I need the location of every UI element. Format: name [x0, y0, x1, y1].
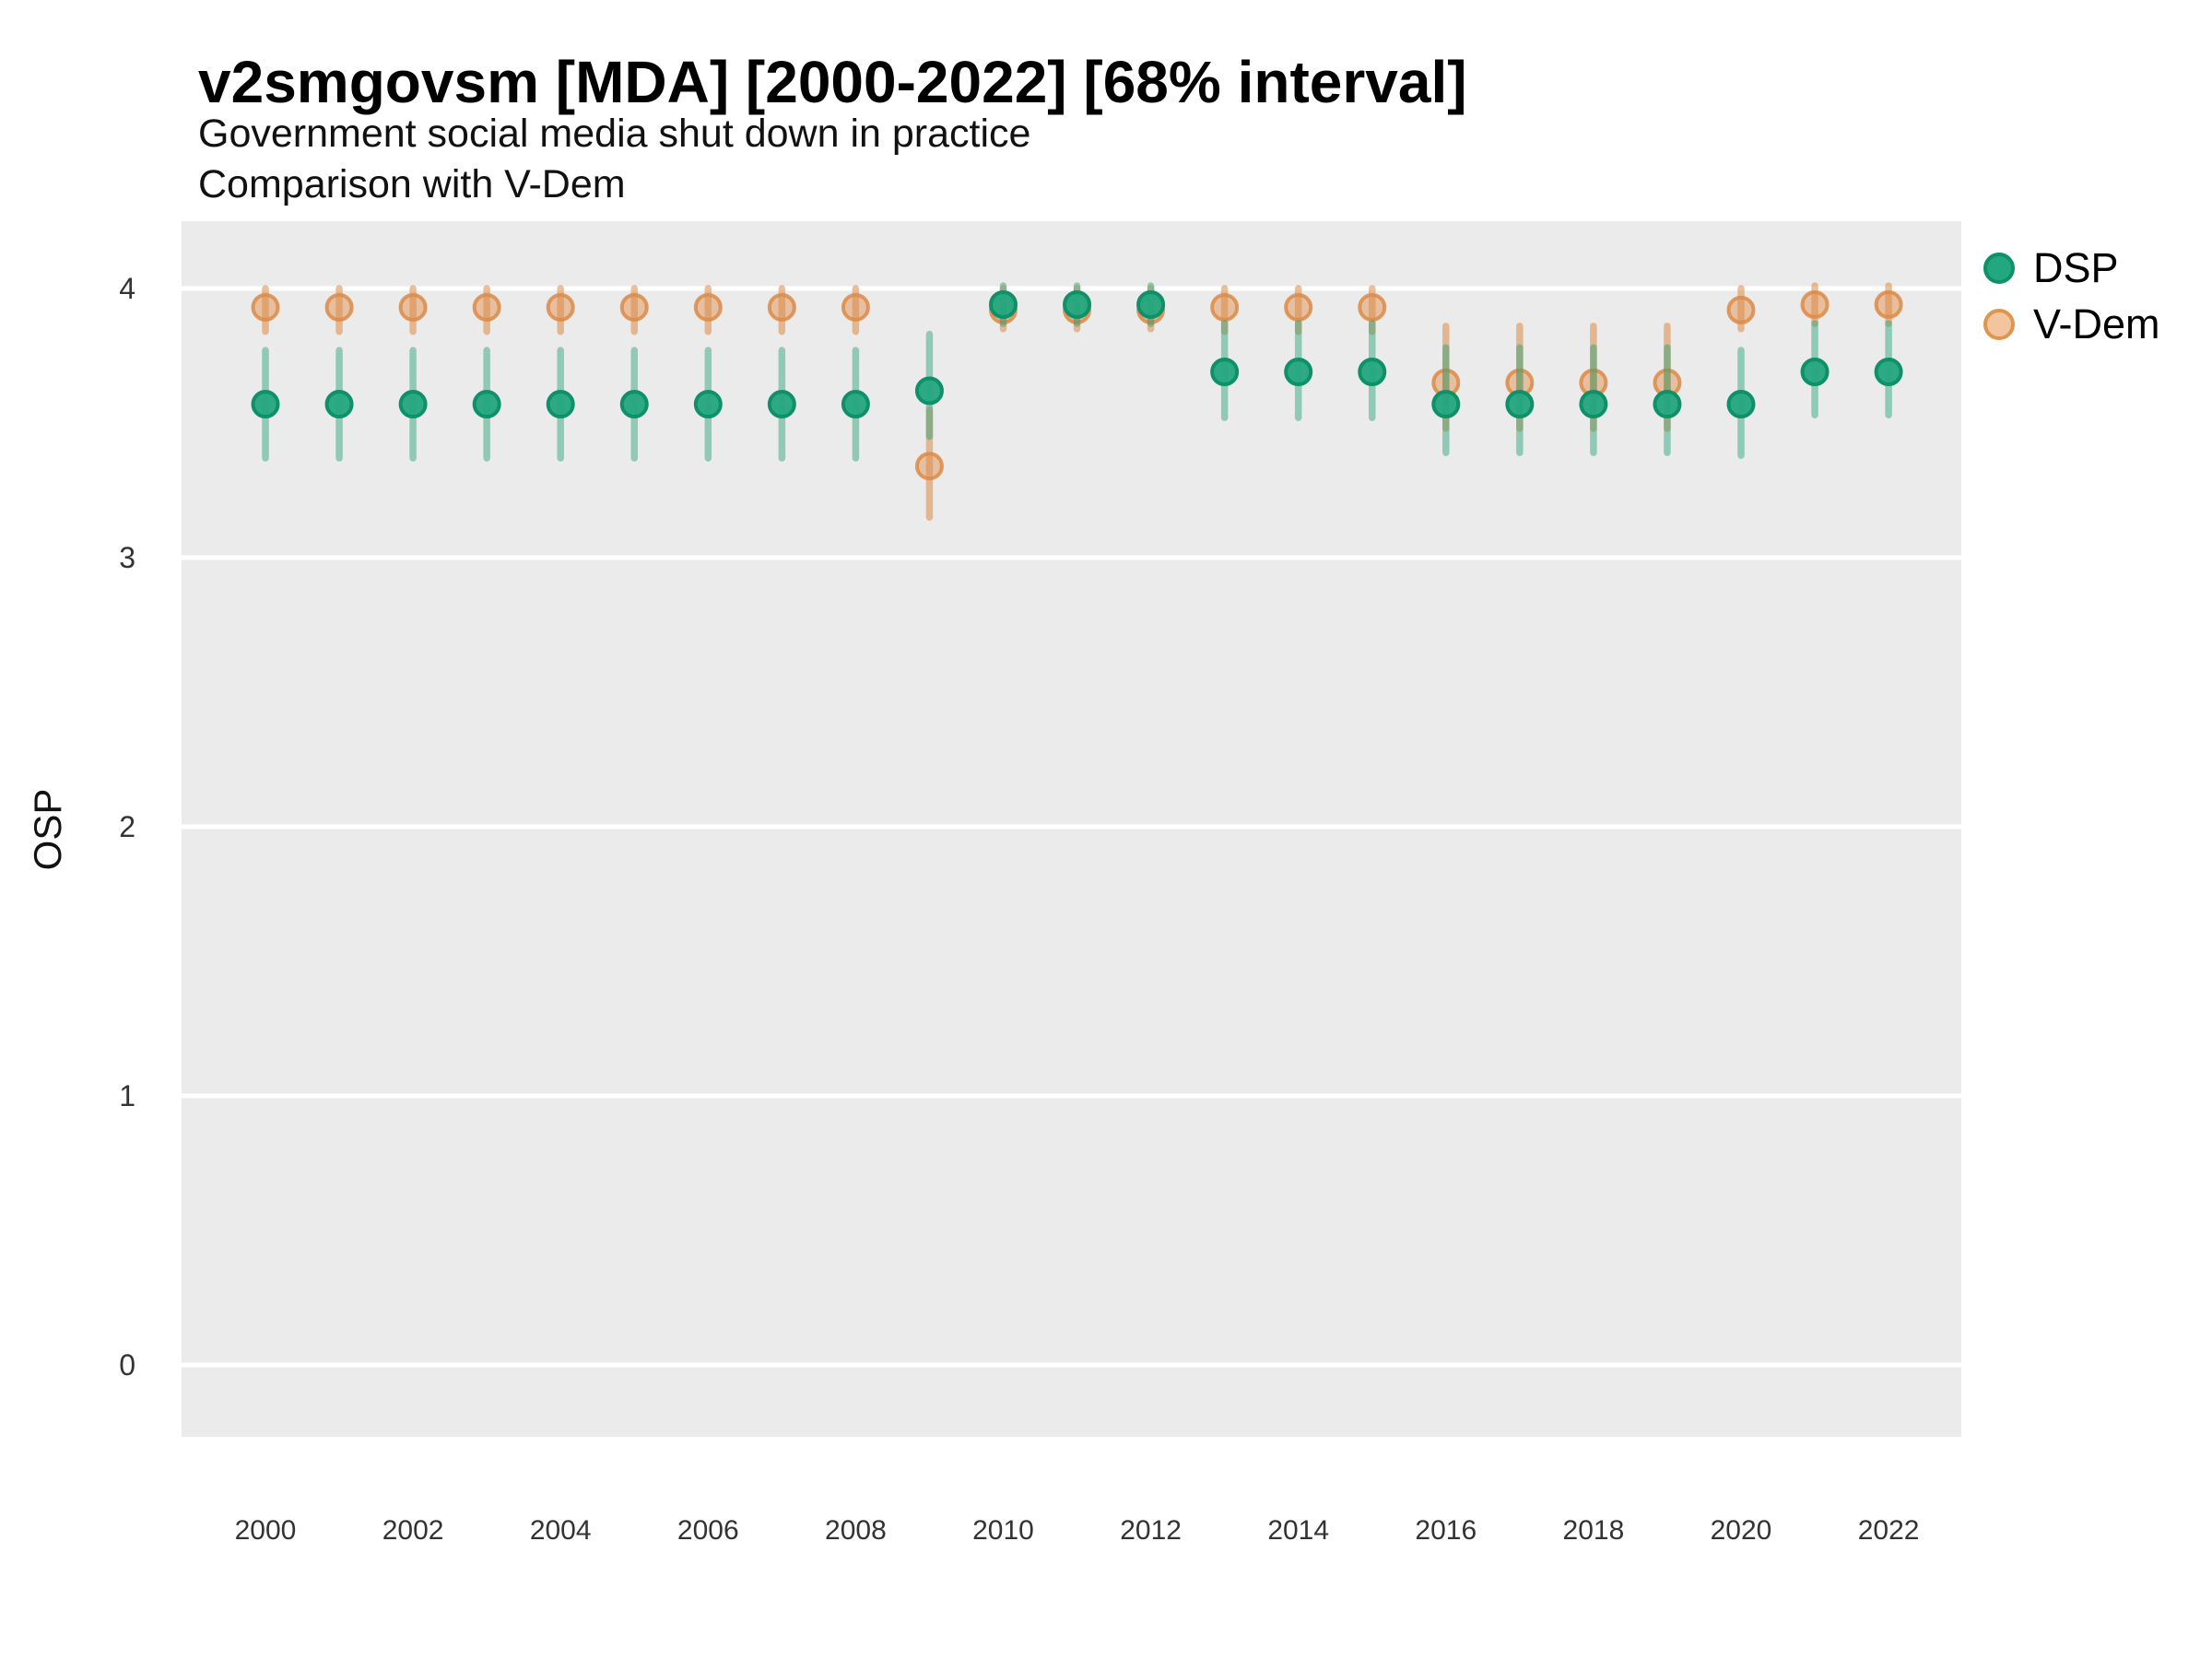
x-tick-label-2004: 2004	[530, 1515, 592, 1546]
vdem-point-2013	[1210, 292, 1240, 322]
x-tick-label-2014: 2014	[1267, 1515, 1329, 1546]
dsp-point-2017	[1505, 390, 1535, 419]
vdem-point-2001	[324, 292, 354, 322]
dsp-point-2019	[1653, 390, 1682, 419]
dsp-point-2006	[693, 390, 723, 419]
dsp-point-2021	[1800, 358, 1830, 387]
dsp-point-2013	[1210, 358, 1240, 387]
x-tick-label-2020: 2020	[1711, 1515, 1772, 1546]
vdem-point-2015	[1358, 292, 1387, 322]
x-tick-label-2006: 2006	[677, 1515, 739, 1546]
y-tick-label-3: 3	[119, 541, 135, 574]
vdem-point-2005	[619, 292, 649, 322]
dsp-point-2022	[1874, 358, 1903, 387]
x-tick-label-2012: 2012	[1120, 1515, 1182, 1546]
x-tick-label-2022: 2022	[1858, 1515, 1920, 1546]
dsp-point-2010	[989, 290, 1018, 320]
x-tick-label-2010: 2010	[972, 1515, 1034, 1546]
dsp-point-2014	[1284, 358, 1313, 387]
vdem-point-2014	[1284, 292, 1313, 322]
vdem-point-2008	[841, 292, 870, 322]
legend-item-vdem: V-Dem	[1983, 303, 2160, 345]
dsp-point-2018	[1579, 390, 1608, 419]
dsp-point-2003	[472, 390, 501, 419]
vdem-point-2003	[472, 292, 501, 322]
dsp-point-2008	[841, 390, 870, 419]
vdem-point-2000	[251, 292, 280, 322]
vdem-point-2004	[546, 292, 575, 322]
dsp-point-2005	[619, 390, 649, 419]
legend-item-dsp: DSP	[1983, 247, 2160, 288]
dsp-point-2007	[767, 390, 796, 419]
dsp-point-2020	[1726, 390, 1756, 419]
x-tick-label-2018: 2018	[1563, 1515, 1625, 1546]
vdem-point-2021	[1800, 290, 1830, 320]
chart-subtitle-line2: Comparison with V-Dem	[198, 162, 626, 206]
dsp-point-2016	[1431, 390, 1461, 419]
legend-label-vdem: V-Dem	[2033, 300, 2160, 347]
chart-title: v2smgovsm [MDA] [2000-2022] [68% interva…	[198, 49, 1467, 115]
dsp-point-2011	[1063, 290, 1092, 320]
dsp-point-2002	[398, 390, 428, 419]
dsp-swatch-icon	[1983, 252, 2015, 284]
x-tick-label-2000: 2000	[235, 1515, 297, 1546]
vdem-point-2022	[1874, 290, 1903, 320]
vdem-point-2006	[693, 292, 723, 322]
legend-label-dsp: DSP	[2033, 244, 2119, 291]
x-tick-label-2002: 2002	[382, 1515, 444, 1546]
vdem-point-2009	[914, 452, 944, 481]
dsp-point-2004	[546, 390, 575, 419]
y-tick-label-1: 1	[119, 1079, 135, 1112]
dsp-point-2012	[1136, 290, 1166, 320]
y-tick-label-2: 2	[119, 810, 135, 843]
vdem-point-2020	[1726, 295, 1756, 324]
x-tick-label-2008: 2008	[825, 1515, 887, 1546]
chart-subtitle: Government social media shut down in pra…	[198, 112, 1031, 156]
y-tick-label-4: 4	[119, 272, 135, 305]
vdem-point-2007	[767, 292, 796, 322]
dsp-point-2001	[324, 390, 354, 419]
y-tick-label-0: 0	[119, 1348, 135, 1382]
x-tick-label-2016: 2016	[1415, 1515, 1477, 1546]
dsp-point-2000	[251, 390, 280, 419]
vdem-swatch-icon	[1983, 308, 2015, 340]
vdem-point-2002	[398, 292, 428, 322]
dsp-point-2015	[1358, 358, 1387, 387]
legend: DSP V-Dem	[1983, 247, 2160, 345]
dsp-point-2009	[914, 376, 944, 406]
